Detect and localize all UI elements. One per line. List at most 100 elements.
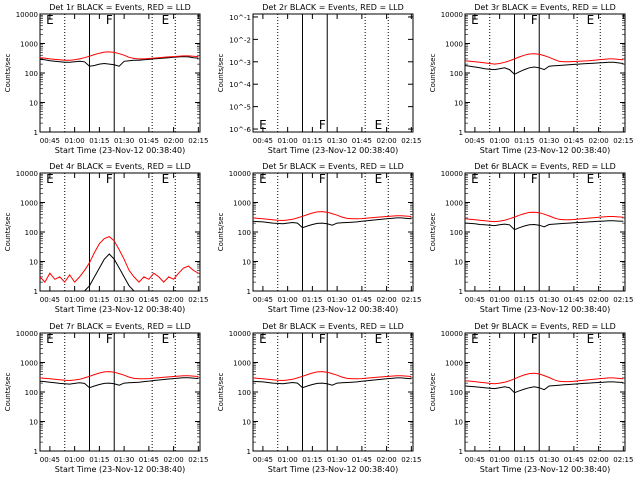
event-marker-label: F: [319, 172, 326, 186]
y-tick-label: 1000: [445, 41, 463, 49]
x-tick-label: 02:00: [589, 296, 609, 304]
x-axis-label: Start Time (23-Nov-12 00:38:40): [480, 465, 610, 474]
event-marker-label: E: [259, 332, 267, 346]
x-tick-label: 02:15: [401, 456, 421, 464]
y-tick-label: 10000: [16, 170, 38, 178]
y-tick-label: 10^-4: [229, 81, 251, 89]
event-marker-label: E: [259, 118, 267, 132]
y-tick-label: 10: [242, 419, 251, 427]
x-tick-label: 01:30: [539, 296, 559, 304]
event-marker-label: E: [587, 332, 595, 346]
series-lld-line: [39, 371, 199, 382]
detector-panel-4: Det 4r BLACK = Events, RED = LLD 1 10 100 10…: [4, 162, 208, 314]
x-axis-label: Start Time (23-Nov-12 00:38:40): [55, 465, 185, 474]
y-tick-label: 10: [29, 419, 38, 427]
y-tick-label: 1: [34, 288, 38, 296]
panel-title: Det 3r BLACK = Events, RED = LLD: [474, 3, 616, 12]
y-tick-label: 10^-1: [229, 14, 251, 22]
plot-frame: [39, 332, 201, 452]
x-tick-label: 01:30: [327, 137, 347, 145]
detector-panel-6: Det 6r BLACK = Events, RED = LLD 1 10 100 10…: [429, 162, 633, 314]
panel-title: Det 2r BLACK = Events, RED = LLD: [262, 3, 404, 12]
event-marker-label: E: [375, 172, 383, 186]
x-tick-label: 01:30: [114, 137, 134, 145]
event-marker-label: F: [531, 13, 538, 27]
y-tick-label: 100: [25, 70, 38, 78]
x-axis-label: Start Time (23-Nov-12 00:38:40): [480, 305, 610, 314]
x-tick-label: 01:30: [327, 456, 347, 464]
y-tick-label: 1000: [233, 200, 251, 208]
event-marker-label: E: [587, 172, 595, 186]
event-marker-label: F: [531, 332, 538, 346]
plot-frame: [252, 13, 414, 133]
y-tick-label: 10000: [441, 11, 463, 19]
x-tick-label: 02:15: [401, 296, 421, 304]
event-marker-label: E: [587, 13, 595, 27]
panel-title: Det 8r BLACK = Events, RED = LLD: [262, 322, 404, 331]
x-tick-label: 02:00: [377, 137, 397, 145]
series-lld-line: [252, 371, 412, 382]
x-axis-label: Start Time (23-Nov-12 00:38:40): [480, 146, 610, 155]
y-tick-label: 10^-3: [229, 59, 251, 67]
x-tick-label: 00:45: [253, 296, 273, 304]
event-marker-label: E: [471, 332, 479, 346]
detector-panel-1: Det 1r BLACK = Events, RED = LLD 1 10 100 10…: [4, 3, 208, 155]
event-marker-label: E: [162, 172, 170, 186]
x-tick-label: 01:00: [278, 456, 298, 464]
event-marker-label: E: [471, 13, 479, 27]
x-axis-label: Start Time (23-Nov-12 00:38:40): [268, 305, 398, 314]
series-lld-line: [464, 53, 624, 65]
plot-frame: [39, 172, 201, 292]
plot-frame: [39, 13, 201, 133]
x-tick-label: 01:15: [89, 137, 109, 145]
event-marker-label: F: [319, 332, 326, 346]
detector-panel-7: Det 7r BLACK = Events, RED = LLD 1 10 100 10…: [4, 322, 208, 474]
y-tick-label: 10000: [229, 330, 251, 338]
event-marker-label: F: [531, 172, 538, 186]
detector-panel-2: Det 2r BLACK = Events, RED = LLD 10^-1 10^…: [217, 3, 421, 155]
x-tick-label: 01:30: [327, 296, 347, 304]
series-events-line: [252, 217, 412, 229]
series-events-line: [464, 220, 624, 231]
y-tick-label: 100: [238, 389, 251, 397]
panel-title: Det 6r BLACK = Events, RED = LLD: [474, 162, 616, 171]
y-tick-label: 1000: [20, 360, 38, 368]
y-axis-label: Counts/sec: [217, 373, 225, 412]
series-lld-line: [252, 211, 412, 222]
series-events-line: [252, 377, 412, 389]
y-tick-label: 1000: [233, 360, 251, 368]
y-tick-label: 10: [29, 259, 38, 267]
y-tick-label: 1: [247, 288, 251, 296]
y-tick-label: 1: [459, 129, 463, 137]
x-tick-label: 02:15: [613, 456, 633, 464]
x-tick-label: 01:00: [65, 296, 85, 304]
x-tick-label: 01:00: [65, 456, 85, 464]
x-tick-label: 01:45: [352, 137, 372, 145]
event-marker-label: E: [259, 172, 267, 186]
detector-panel-3: Det 3r BLACK = Events, RED = LLD 1 10 100 10…: [429, 3, 633, 155]
y-tick-label: 10^-6: [229, 126, 251, 134]
x-tick-label: 00:45: [465, 456, 485, 464]
x-axis-label: Start Time (23-Nov-12 00:38:40): [268, 465, 398, 474]
y-axis-label: Counts/sec: [217, 54, 225, 93]
x-tick-label: 01:15: [302, 137, 322, 145]
x-axis-label: Start Time (23-Nov-12 00:38:40): [55, 305, 185, 314]
x-tick-label: 01:15: [302, 456, 322, 464]
y-tick-label: 10: [29, 100, 38, 108]
event-marker-label: E: [375, 332, 383, 346]
panel-title: Det 9r BLACK = Events, RED = LLD: [474, 322, 616, 331]
x-tick-label: 02:00: [377, 456, 397, 464]
event-marker-label: E: [162, 332, 170, 346]
event-marker-label: F: [106, 332, 113, 346]
x-axis-label: Start Time (23-Nov-12 00:38:40): [268, 146, 398, 155]
y-tick-label: 100: [238, 229, 251, 237]
y-axis-label: Counts/sec: [4, 373, 12, 412]
y-tick-label: 100: [450, 389, 463, 397]
y-tick-label: 1: [247, 448, 251, 456]
panel-title: Det 1r BLACK = Events, RED = LLD: [49, 3, 191, 12]
panel-title: Det 5r BLACK = Events, RED = LLD: [262, 162, 404, 171]
x-tick-label: 02:15: [188, 137, 208, 145]
y-tick-label: 1000: [20, 41, 38, 49]
event-marker-label: F: [319, 118, 326, 132]
